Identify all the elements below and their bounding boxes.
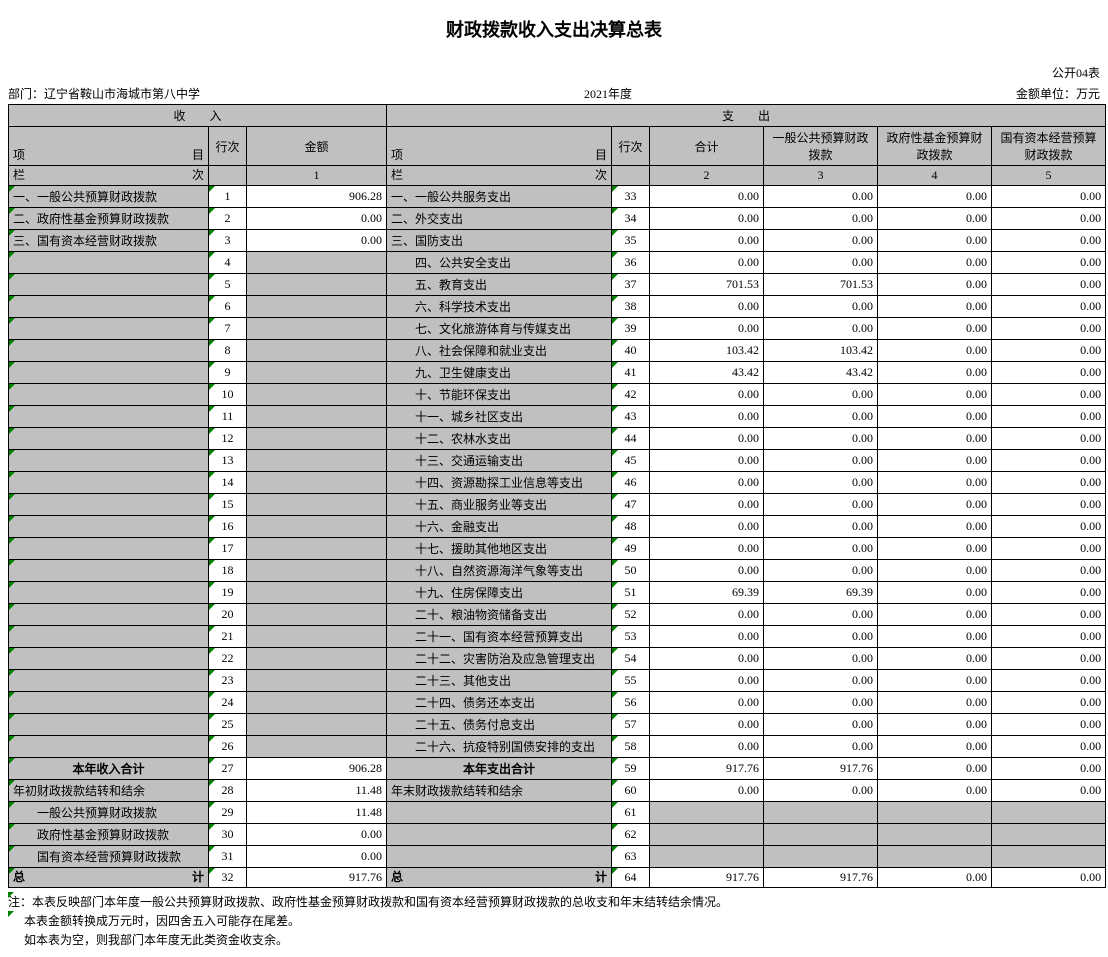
carry-row: 国有资本经营预算财政拨款310.0063 bbox=[9, 846, 1106, 868]
table-row: 8八、社会保障和就业支出40103.42103.420.000.00 bbox=[9, 340, 1106, 362]
table-row: 19十九、住房保障支出5169.3969.390.000.00 bbox=[9, 582, 1106, 604]
lan-2: 2 bbox=[650, 166, 764, 186]
table-row: 三、国有资本经营财政拨款30.00三、国防支出350.000.000.000.0… bbox=[9, 230, 1106, 252]
table-row: 14十四、资源勘探工业信息等支出460.000.000.000.00 bbox=[9, 472, 1106, 494]
table-row: 7七、文化旅游体育与传媒支出390.000.000.000.00 bbox=[9, 318, 1106, 340]
table-header: 收 入 支 出 项目 行次 金额 项目 行次 合计 一般公共预算财政拨款 政府性… bbox=[9, 105, 1106, 186]
note-line: 如本表为空，则我部门本年度无此类资金收支余。 bbox=[8, 930, 1100, 949]
table-row: 26二十六、抗疫特别国债安排的支出580.000.000.000.00 bbox=[9, 736, 1106, 758]
hdr-income: 收 入 bbox=[9, 105, 387, 127]
table-row: 13十三、交通运输支出450.000.000.000.00 bbox=[9, 450, 1106, 472]
hdr-lan-in: 栏次 bbox=[9, 166, 209, 186]
table-row: 12十二、农林水支出440.000.000.000.00 bbox=[9, 428, 1106, 450]
note-line: 本表金额转换成万元时，因四舍五入可能存在尾差。 bbox=[8, 911, 1100, 930]
table-row: 17十七、援助其他地区支出490.000.000.000.00 bbox=[9, 538, 1106, 560]
carry-row: 一般公共预算财政拨款2911.4861 bbox=[9, 802, 1106, 824]
main-table: 收 入 支 出 项目 行次 金额 项目 行次 合计 一般公共预算财政拨款 政府性… bbox=[8, 104, 1106, 888]
unit: 金额单位：万元 bbox=[1016, 85, 1100, 102]
lan-5: 5 bbox=[992, 166, 1106, 186]
hdr-amount-in: 金额 bbox=[247, 127, 387, 166]
table-row: 6六、科学技术支出380.000.000.000.00 bbox=[9, 296, 1106, 318]
hdr-rownum-out: 行次 bbox=[612, 127, 650, 166]
meta-main: 部门：辽宁省鞍山市海城市第八中学 2021年度 金额单位：万元 bbox=[8, 83, 1100, 104]
subtotal-row: 本年收入合计27906.28本年支出合计59917.76917.760.000.… bbox=[9, 758, 1106, 780]
hdr-out4: 政府性基金预算财政拨款 bbox=[878, 127, 992, 166]
table-row: 22二十二、灾害防治及应急管理支出540.000.000.000.00 bbox=[9, 648, 1106, 670]
hdr-expend: 支 出 bbox=[387, 105, 1106, 127]
lan-1: 1 bbox=[247, 166, 387, 186]
table-row: 21二十一、国有资本经营预算支出530.000.000.000.00 bbox=[9, 626, 1106, 648]
hdr-rownum-in: 行次 bbox=[209, 127, 247, 166]
carry-row: 年初财政拨款结转和结余2811.48年末财政拨款结转和结余600.000.000… bbox=[9, 780, 1106, 802]
form-code: 公开04表 bbox=[1052, 64, 1100, 81]
table-row: 24二十四、债务还本支出560.000.000.000.00 bbox=[9, 692, 1106, 714]
table-row: 5五、教育支出37701.53701.530.000.00 bbox=[9, 274, 1106, 296]
hdr-lan-out: 栏次 bbox=[387, 166, 612, 186]
meta-top: 公开04表 bbox=[8, 62, 1100, 83]
table-row: 10十、节能环保支出420.000.000.000.00 bbox=[9, 384, 1106, 406]
table-row: 16十六、金融支出480.000.000.000.00 bbox=[9, 516, 1106, 538]
table-row: 18十八、自然资源海洋气象等支出500.000.000.000.00 bbox=[9, 560, 1106, 582]
year: 2021年度 bbox=[584, 85, 632, 102]
total-row: 总计32917.76总计64917.76917.760.000.00 bbox=[9, 868, 1106, 888]
dept: 部门：辽宁省鞍山市海城市第八中学 bbox=[8, 85, 200, 102]
table-row: 9九、卫生健康支出4143.4243.420.000.00 bbox=[9, 362, 1106, 384]
table-row: 二、政府性基金预算财政拨款20.00二、外交支出340.000.000.000.… bbox=[9, 208, 1106, 230]
hdr-item-out: 项目 bbox=[387, 127, 612, 166]
table-row: 4四、公共安全支出360.000.000.000.00 bbox=[9, 252, 1106, 274]
hdr-total: 合计 bbox=[650, 127, 764, 166]
table-row: 25二十五、债务付息支出570.000.000.000.00 bbox=[9, 714, 1106, 736]
page-title: 财政拨款收入支出决算总表 bbox=[8, 8, 1100, 62]
lan-4: 4 bbox=[878, 166, 992, 186]
table-row: 一、一般公共预算财政拨款1906.28一、一般公共服务支出330.000.000… bbox=[9, 186, 1106, 208]
table-body: 一、一般公共预算财政拨款1906.28一、一般公共服务支出330.000.000… bbox=[9, 186, 1106, 888]
hdr-out5: 国有资本经营预算财政拨款 bbox=[992, 127, 1106, 166]
table-row: 11十一、城乡社区支出430.000.000.000.00 bbox=[9, 406, 1106, 428]
carry-row: 政府性基金预算财政拨款300.0062 bbox=[9, 824, 1106, 846]
note-line: 注：本表反映部门本年度一般公共预算财政拨款、政府性基金预算财政拨款和国有资本经营… bbox=[8, 892, 1100, 911]
hdr-item-in: 项目 bbox=[9, 127, 209, 166]
hdr-out3: 一般公共预算财政拨款 bbox=[764, 127, 878, 166]
table-row: 20二十、粮油物资储备支出520.000.000.000.00 bbox=[9, 604, 1106, 626]
table-row: 23二十三、其他支出550.000.000.000.00 bbox=[9, 670, 1106, 692]
lan-3: 3 bbox=[764, 166, 878, 186]
notes: 注：本表反映部门本年度一般公共预算财政拨款、政府性基金预算财政拨款和国有资本经营… bbox=[8, 888, 1100, 949]
table-row: 15十五、商业服务业等支出470.000.000.000.00 bbox=[9, 494, 1106, 516]
